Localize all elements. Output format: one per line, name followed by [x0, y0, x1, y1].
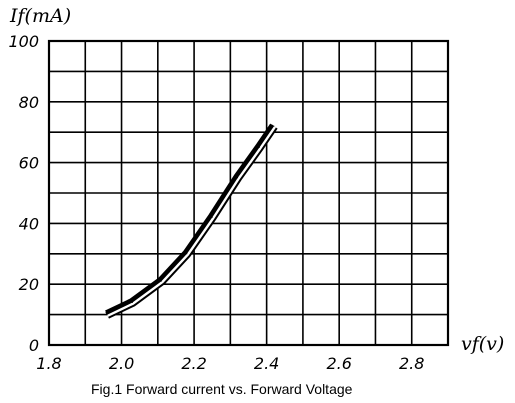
- x-tick-label: 2.8: [399, 354, 424, 373]
- data-point: [258, 146, 260, 148]
- grid: [49, 41, 448, 345]
- y-tick-label: 80: [19, 93, 39, 112]
- y-tick-label: 20: [19, 275, 39, 294]
- y-axis-title: If(mA): [9, 5, 71, 27]
- x-tick-label: 2.2: [181, 354, 206, 373]
- x-tick-label: 1.8: [36, 354, 61, 373]
- x-tick-label: 2.4: [254, 354, 279, 373]
- plot-frame: [47, 39, 450, 347]
- curve-outline: [105, 123, 278, 319]
- y-tick-label: 40: [19, 214, 39, 233]
- data-point: [131, 301, 133, 303]
- x-axis-title: vf(v): [461, 333, 504, 355]
- data-point: [160, 280, 162, 282]
- data-point: [273, 125, 275, 127]
- data-point: [106, 314, 108, 316]
- data-point: [211, 216, 213, 218]
- data-point: [186, 253, 188, 255]
- y-tick-label: 60: [19, 154, 39, 173]
- y-tick-label: 0: [29, 336, 39, 355]
- curve-line: [105, 124, 275, 315]
- tick-labels: 1.8 2.0 2.2 2.4 2.6 2.8 0 20 40 60 80 100: [8, 32, 424, 373]
- x-tick-label: 2.0: [109, 354, 134, 373]
- y-tick-label: 100: [8, 32, 39, 51]
- figure-caption: Fig.1 Forward current vs. Forward Voltag…: [91, 381, 353, 397]
- forward-current-curve: [105, 123, 278, 319]
- data-point: [237, 177, 239, 179]
- x-tick-label: 2.6: [326, 354, 351, 373]
